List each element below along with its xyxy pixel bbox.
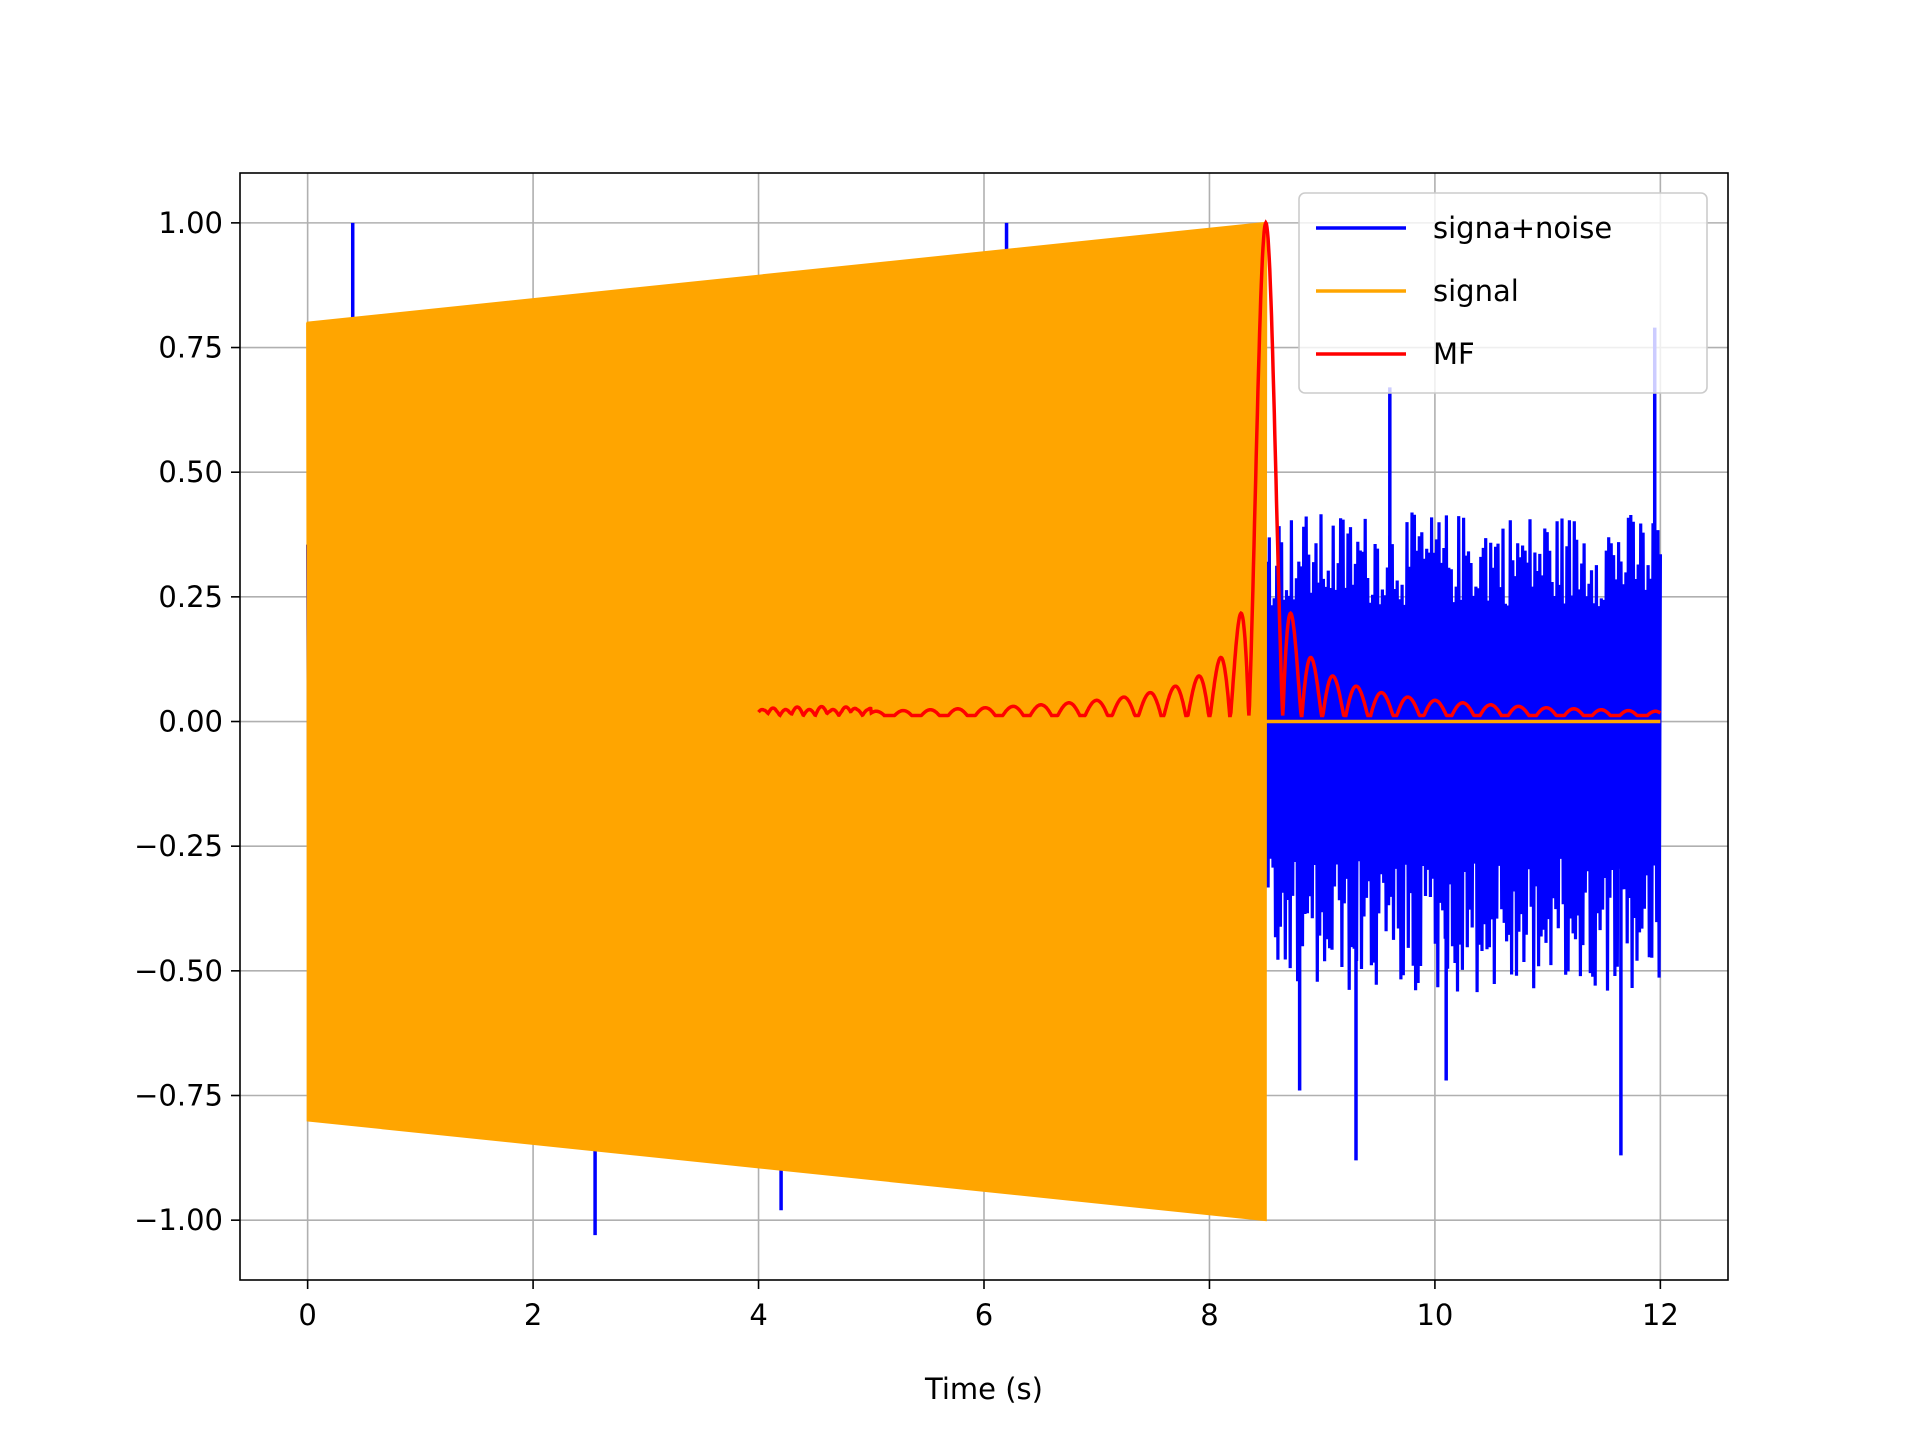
x-tick-label: 0 <box>298 1298 316 1332</box>
mf-line <box>757 219 1662 718</box>
y-tick-label: −0.75 <box>134 1079 223 1113</box>
x-tick-label: 6 <box>975 1298 993 1332</box>
x-axis-label: Time (s) <box>924 1372 1043 1406</box>
legend-label-signa-noise: signa+noise <box>1433 211 1612 245</box>
ticks: 0 2 4 6 8 10 12 1.00 0.75 0.50 0.25 0.00 −0.25 −0.50 −… <box>134 206 1679 1332</box>
x-tick-label: 12 <box>1642 1298 1679 1332</box>
x-tick-label: 4 <box>749 1298 767 1332</box>
signal-envelope <box>306 221 1267 1222</box>
legend-box <box>1298 192 1708 394</box>
x-tick-label: 2 <box>524 1298 542 1332</box>
y-tick-label: 0.25 <box>158 580 223 614</box>
y-tick-label: 0.00 <box>158 705 223 739</box>
legend-label-mf: MF <box>1433 337 1475 371</box>
legend-label-signal: signal <box>1433 274 1519 308</box>
x-tick-label: 10 <box>1416 1298 1453 1332</box>
y-tick-label: 0.75 <box>158 331 223 365</box>
y-tick-label: 1.00 <box>158 206 223 240</box>
plot-lines <box>306 219 1662 1236</box>
y-tick-label: 0.50 <box>158 455 223 489</box>
y-tick-label: −0.25 <box>134 829 223 863</box>
x-tick-label: 8 <box>1200 1298 1218 1332</box>
legend: signa+noise signal MF <box>1298 192 1708 394</box>
y-tick-label: −0.50 <box>134 954 223 988</box>
y-tick-label: −1.00 <box>134 1203 223 1237</box>
